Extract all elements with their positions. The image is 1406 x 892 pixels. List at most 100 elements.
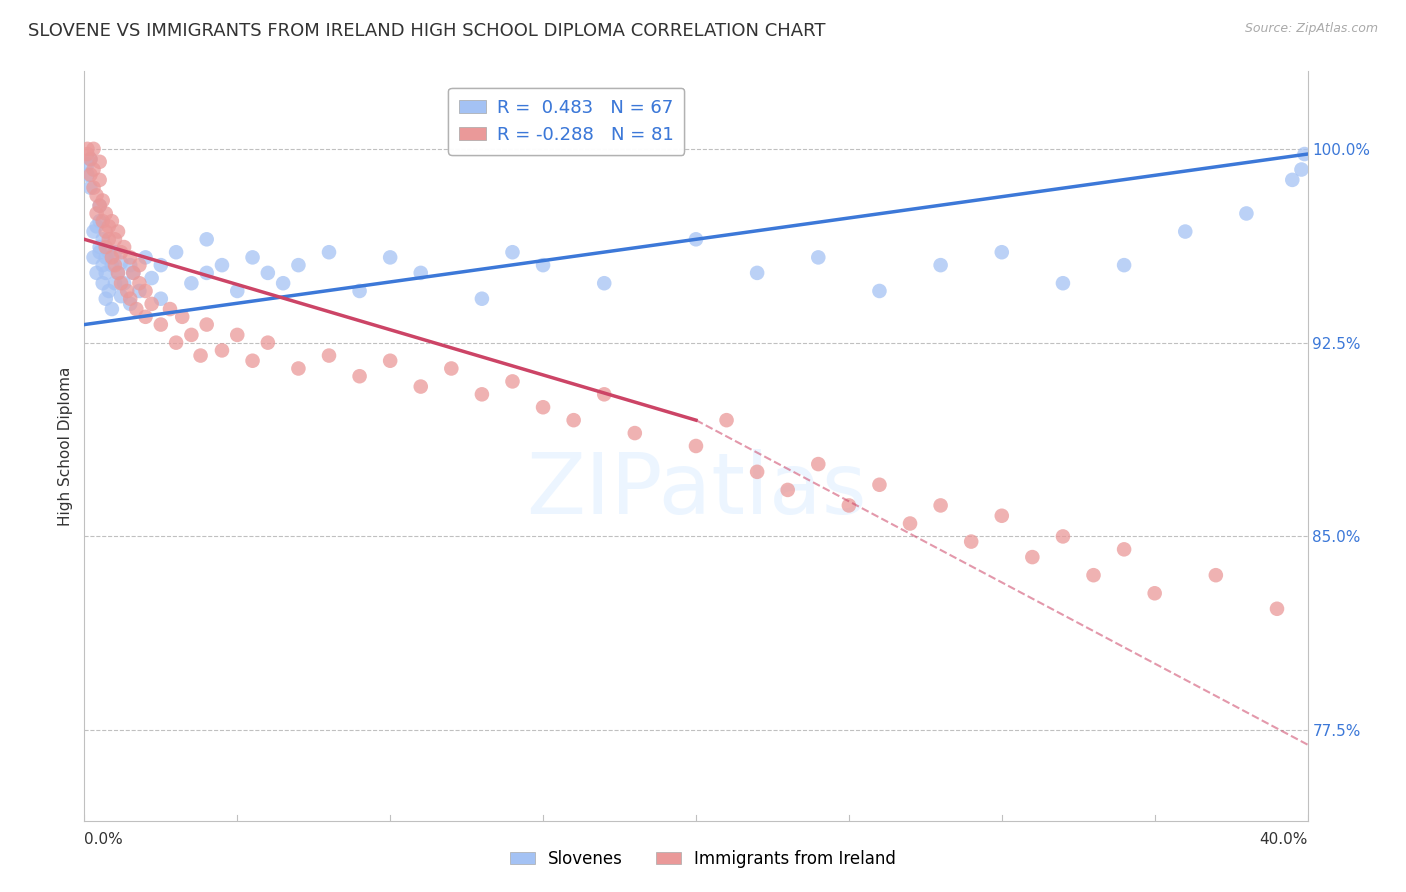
Point <box>318 245 340 260</box>
Legend: Slovenes, Immigrants from Ireland: Slovenes, Immigrants from Ireland <box>503 844 903 875</box>
Point <box>1294 147 1316 161</box>
Point <box>1281 173 1303 187</box>
Point <box>1265 601 1288 615</box>
Point <box>141 271 163 285</box>
Point <box>89 199 111 213</box>
Point <box>97 232 120 246</box>
Point <box>122 266 145 280</box>
Legend: R =  0.483   N = 67, R = -0.288   N = 81: R = 0.483 N = 67, R = -0.288 N = 81 <box>449 88 685 154</box>
Point <box>531 401 554 415</box>
Point <box>195 232 218 246</box>
Point <box>180 327 202 342</box>
Point <box>97 219 120 234</box>
Point <box>869 477 891 491</box>
Point <box>1143 586 1166 600</box>
Point <box>287 258 309 272</box>
Point <box>94 266 117 280</box>
Point <box>101 301 124 316</box>
Point <box>1205 568 1227 582</box>
Point <box>89 173 111 187</box>
Point <box>83 162 105 177</box>
Point <box>807 251 830 265</box>
Point <box>562 413 585 427</box>
Point <box>83 142 105 156</box>
Point <box>97 284 120 298</box>
Text: 40.0%: 40.0% <box>1260 832 1308 847</box>
Point <box>94 292 117 306</box>
Point <box>747 465 769 479</box>
Point <box>409 266 432 280</box>
Point <box>120 297 142 311</box>
Point <box>91 258 114 272</box>
Point <box>91 194 114 208</box>
Point <box>1052 529 1074 543</box>
Point <box>165 245 187 260</box>
Point <box>180 277 202 291</box>
Point <box>104 258 127 272</box>
Y-axis label: High School Diploma: High School Diploma <box>58 367 73 525</box>
Point <box>685 232 707 246</box>
Point <box>502 375 524 389</box>
Point <box>685 865 707 880</box>
Point <box>125 301 148 316</box>
Point <box>593 277 616 291</box>
Point <box>349 284 371 298</box>
Point <box>86 266 108 280</box>
Point <box>257 266 280 280</box>
Text: 0.0%: 0.0% <box>84 832 124 847</box>
Point <box>190 349 212 363</box>
Point <box>107 266 129 280</box>
Point <box>471 387 494 401</box>
Point <box>101 214 124 228</box>
Point <box>287 361 309 376</box>
Point <box>685 439 707 453</box>
Point <box>107 266 129 280</box>
Point <box>807 457 830 471</box>
Point <box>122 266 145 280</box>
Point <box>159 301 181 316</box>
Point <box>898 516 921 531</box>
Point <box>349 369 371 384</box>
Point <box>120 251 142 265</box>
Point <box>104 277 127 291</box>
Point <box>776 483 799 497</box>
Point <box>110 245 132 260</box>
Point <box>104 232 127 246</box>
Point <box>195 318 218 332</box>
Point <box>128 284 150 298</box>
Point <box>226 327 249 342</box>
Point <box>91 277 114 291</box>
Point <box>1083 568 1105 582</box>
Point <box>149 292 172 306</box>
Point <box>271 277 294 291</box>
Point <box>89 240 111 254</box>
Point <box>1021 550 1043 565</box>
Point <box>440 361 463 376</box>
Point <box>624 426 647 441</box>
Point <box>110 289 132 303</box>
Point <box>593 387 616 401</box>
Point <box>135 284 157 298</box>
Point <box>211 343 233 358</box>
Point <box>89 214 111 228</box>
Point <box>242 353 264 368</box>
Point <box>112 240 135 254</box>
Point <box>89 199 111 213</box>
Point <box>86 188 108 202</box>
Point <box>94 225 117 239</box>
Point <box>149 318 172 332</box>
Point <box>257 335 280 350</box>
Point <box>380 353 402 368</box>
Point <box>83 251 105 265</box>
Point <box>929 258 952 272</box>
Point <box>115 284 138 298</box>
Point <box>211 258 233 272</box>
Point <box>716 413 738 427</box>
Point <box>94 240 117 254</box>
Point <box>94 251 117 265</box>
Point <box>86 219 108 234</box>
Point <box>79 152 101 166</box>
Point <box>1291 162 1313 177</box>
Point <box>101 258 124 272</box>
Point <box>141 297 163 311</box>
